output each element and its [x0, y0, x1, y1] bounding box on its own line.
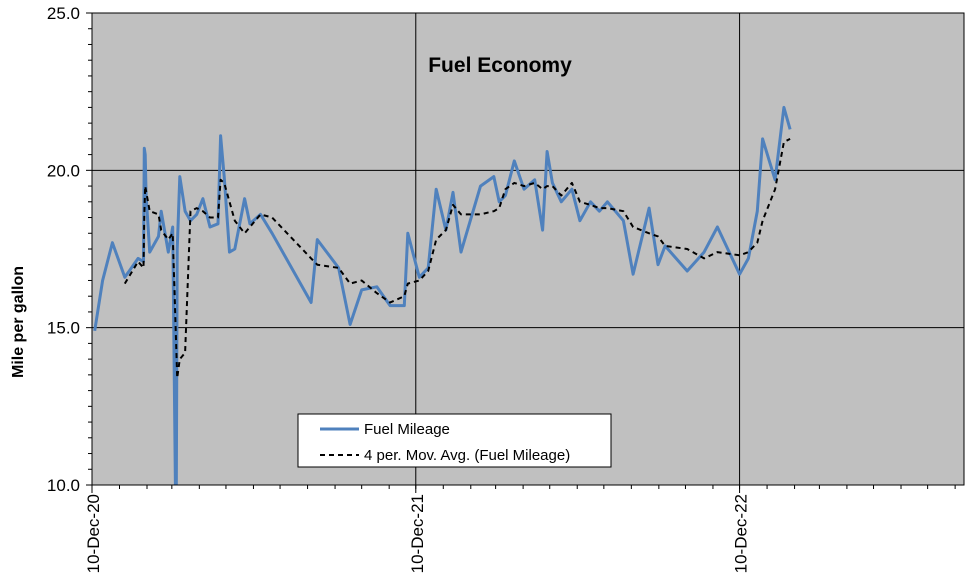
x-tick-label: 10-Dec-22: [732, 494, 751, 573]
y-tick-label: 20.0: [47, 161, 80, 180]
plot-area: [91, 12, 965, 486]
x-tick-label: 10-Dec-21: [408, 494, 427, 573]
fuel-mileage-line: [93, 105, 792, 485]
chart-title: Fuel Economy: [428, 54, 572, 77]
legend: Fuel Mileage 4 per. Mov. Avg. (Fuel Mile…: [297, 413, 612, 468]
x-tick-label: 10-Dec-20: [84, 494, 103, 573]
legend-box: [297, 413, 612, 468]
legend-label-moving-average: 4 per. Mov. Avg. (Fuel Mileage): [364, 447, 570, 464]
series-layer: [93, 105, 792, 485]
y-tick-label: 15.0: [47, 319, 80, 338]
axes: 10.0 15.0 20.0 25.0 10-Dec-20 10-Dec-21 10-Dec…: [47, 4, 964, 573]
moving-average-line: [123, 138, 791, 379]
plot-background: [91, 12, 965, 486]
y-tick-label: 10.0: [47, 476, 80, 495]
y-tick-label: 25.0: [47, 4, 80, 23]
legend-label-fuel-mileage: Fuel Mileage: [364, 421, 450, 438]
y-axis-title: Mile per gallon: [10, 266, 27, 378]
